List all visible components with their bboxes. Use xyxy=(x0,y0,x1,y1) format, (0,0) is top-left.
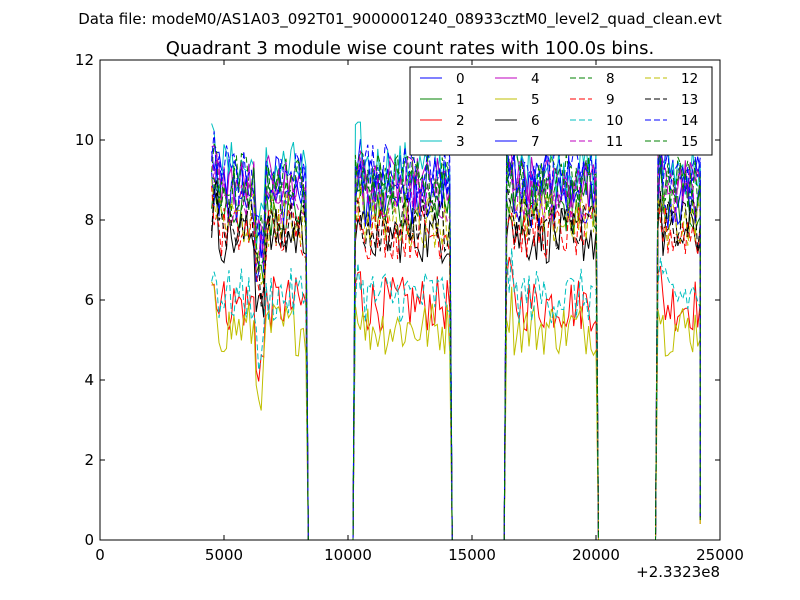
legend-label-6: 6 xyxy=(531,113,540,129)
series-line-10 xyxy=(211,248,701,540)
x-tick-label: 15000 xyxy=(448,546,496,564)
legend-label-7: 7 xyxy=(531,134,540,150)
series-line-8 xyxy=(211,143,701,540)
legend-label-10: 10 xyxy=(606,113,623,129)
series-line-5 xyxy=(211,281,701,540)
y-tick-label: 2 xyxy=(84,451,94,469)
legend-label-9: 9 xyxy=(606,92,615,108)
figure-suptitle: Data file: modeM0/AS1A03_092T01_90000012… xyxy=(78,10,722,29)
legend-label-13: 13 xyxy=(681,92,698,108)
y-tick-label: 8 xyxy=(84,211,94,229)
legend-label-2: 2 xyxy=(456,113,465,129)
series-layer xyxy=(211,121,701,540)
series-line-6 xyxy=(211,191,701,540)
y-tick-label: 0 xyxy=(84,531,94,549)
series-line-3 xyxy=(211,121,701,540)
series-line-4 xyxy=(211,138,701,540)
series-line-1 xyxy=(211,165,701,540)
legend-label-1: 1 xyxy=(456,92,465,108)
series-line-7 xyxy=(211,156,701,540)
y-tick-label: 10 xyxy=(75,131,94,149)
x-tick-label: 20000 xyxy=(572,546,620,564)
series-line-13 xyxy=(211,179,701,540)
legend-label-15: 15 xyxy=(681,134,698,150)
legend-label-11: 11 xyxy=(606,134,623,150)
x-tick-label: 5000 xyxy=(205,546,243,564)
legend-label-3: 3 xyxy=(456,134,465,150)
chart-title: Quadrant 3 module wise count rates with … xyxy=(166,38,655,59)
legend-label-0: 0 xyxy=(456,71,465,87)
legend-label-5: 5 xyxy=(531,92,540,108)
y-tick-label: 6 xyxy=(84,291,94,309)
series-line-9 xyxy=(211,185,701,540)
legend-label-8: 8 xyxy=(606,71,615,87)
legend-frame xyxy=(409,66,713,156)
series-line-14 xyxy=(211,124,701,540)
legend-label-14: 14 xyxy=(681,113,698,129)
series-line-2 xyxy=(211,256,701,540)
x-tick-label: 25000 xyxy=(696,546,744,564)
x-tick-label: 0 xyxy=(95,546,105,564)
series-line-11 xyxy=(211,150,701,540)
y-tick-label: 12 xyxy=(75,51,94,69)
y-tick-label: 4 xyxy=(84,371,94,389)
x-offset-label: +2.3323e8 xyxy=(636,563,720,581)
series-line-15 xyxy=(211,153,701,540)
legend-label-4: 4 xyxy=(531,71,540,87)
x-tick-label: 10000 xyxy=(324,546,372,564)
legend-label-12: 12 xyxy=(681,71,698,87)
